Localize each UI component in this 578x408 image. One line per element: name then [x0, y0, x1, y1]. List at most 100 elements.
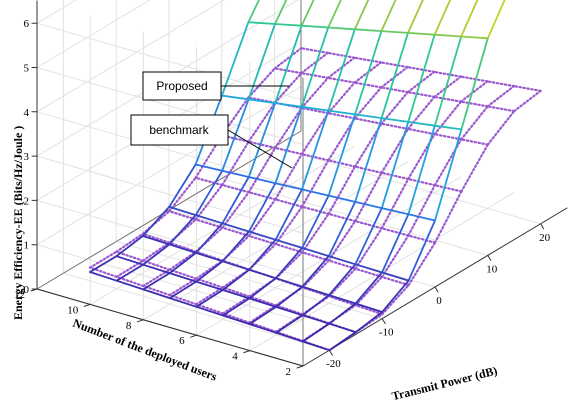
proposed-mesh-line	[381, 279, 410, 313]
proposed-mesh-line	[380, 32, 409, 119]
benchmark-mesh-line	[459, 75, 489, 83]
proposed-mesh-line	[89, 271, 118, 282]
proposed-mesh-line	[380, 30, 409, 34]
benchmark-mesh-line	[168, 210, 197, 221]
benchmark-mesh-line	[380, 90, 409, 125]
proposed-mesh-line	[221, 98, 250, 172]
benchmark-mesh-line	[406, 65, 436, 74]
proposed-mesh-line	[327, 200, 357, 258]
benchmark-mesh-line	[433, 95, 463, 103]
x-tick-mark	[487, 254, 492, 261]
benchmark-mesh-line	[274, 198, 304, 208]
proposed-mesh-line	[460, 35, 489, 40]
benchmark-mesh-line	[301, 251, 330, 262]
legend-proposed: Proposed	[142, 71, 290, 101]
proposed-mesh-line	[115, 235, 144, 258]
proposed-mesh-line	[354, 200, 383, 210]
benchmark-mesh-line	[194, 218, 224, 229]
benchmark-mesh-line	[407, 177, 436, 187]
proposed-mesh-line	[115, 279, 145, 291]
proposed-mesh-line	[248, 268, 277, 280]
benchmark-mesh-line	[274, 106, 303, 149]
benchmark-mesh-line	[459, 100, 489, 108]
benchmark-mesh-line	[168, 277, 198, 297]
proposed-mesh-line	[115, 255, 144, 266]
benchmark-mesh-line	[221, 183, 250, 194]
benchmark-mesh-line	[326, 51, 356, 59]
benchmark-mesh-line	[327, 112, 356, 120]
benchmark-mesh-line	[300, 153, 330, 162]
benchmark-mesh-line	[300, 71, 330, 80]
benchmark-mesh-line	[380, 227, 410, 237]
grid-line	[36, 199, 304, 278]
benchmark-mesh-line	[247, 198, 277, 237]
grid-line	[36, 22, 304, 101]
x-tick-label: 10	[486, 263, 498, 275]
benchmark-mesh-line	[168, 176, 197, 213]
proposed-mesh-line	[407, 219, 436, 282]
proposed-mesh-line	[248, 230, 277, 241]
proposed-mesh-line	[248, 323, 278, 334]
proposed-mesh-line	[221, 289, 251, 300]
proposed-mesh-line	[221, 21, 250, 97]
proposed-mesh-line	[168, 297, 198, 308]
benchmark-mesh-line	[433, 184, 463, 193]
proposed-mesh-line	[221, 169, 250, 178]
benchmark-mesh-line	[300, 159, 330, 208]
grid-line	[221, 177, 489, 256]
benchmark-mesh-line	[460, 143, 489, 193]
proposed-mesh-line	[354, 271, 383, 305]
proposed-mesh-line	[380, 121, 410, 210]
proposed-mesh-line	[274, 238, 304, 249]
proposed-mesh-line	[327, 109, 356, 116]
proposed-mesh-line	[301, 188, 330, 197]
benchmark-mesh-line	[168, 250, 198, 271]
x-tick-label: -20	[326, 358, 341, 370]
proposed-mesh-line	[142, 263, 171, 275]
proposed-mesh-line	[274, 277, 304, 288]
benchmark-mesh-line	[221, 286, 251, 298]
proposed-mesh-line	[407, 32, 436, 36]
proposed-mesh-line	[115, 263, 144, 282]
proposed-mesh-line	[274, 0, 288, 25]
benchmark-mesh-line	[300, 76, 330, 110]
grid-line	[36, 0, 151, 68]
benchmark-mesh-line	[273, 71, 303, 104]
benchmark-mesh-line	[247, 191, 277, 201]
proposed-mesh-line	[380, 0, 397, 33]
proposed-mesh-line	[354, 207, 383, 266]
proposed-mesh-line	[486, 0, 506, 40]
benchmark-mesh-line	[353, 165, 383, 174]
proposed-mesh-line	[168, 251, 197, 275]
proposed-mesh-line	[247, 23, 276, 101]
benchmark-mesh-line	[327, 212, 357, 223]
benchmark-mesh-line	[380, 86, 409, 94]
benchmark-mesh-line	[380, 177, 410, 230]
benchmark-mesh-line	[353, 86, 383, 120]
proposed-mesh-line	[327, 26, 356, 31]
benchmark-mesh-line	[300, 112, 330, 156]
proposed-mesh-line	[301, 340, 331, 352]
grid-line	[36, 155, 304, 234]
proposed-mesh-line	[301, 246, 330, 258]
x-tick-label: 0	[436, 295, 442, 307]
benchmark-mesh-line	[248, 304, 278, 324]
grid-line	[89, 145, 355, 305]
proposed-mesh-line	[328, 322, 357, 334]
benchmark-mesh-line	[354, 220, 383, 230]
legend-benchmark-leader	[227, 129, 293, 169]
benchmark-mesh-line	[168, 294, 198, 306]
proposed-mesh-line	[194, 163, 224, 172]
y-tick-mark	[136, 319, 144, 323]
benchmark-mesh-line	[353, 81, 383, 89]
benchmark-mesh-line	[220, 134, 250, 143]
proposed-mesh-line	[328, 263, 357, 297]
z-tick-label: 1	[24, 240, 30, 252]
y-tick-label: 12	[14, 289, 25, 301]
benchmark-mesh-line	[354, 304, 384, 316]
grid-line	[115, 241, 383, 320]
proposed-mesh-line	[353, 0, 370, 31]
proposed-mesh-line	[247, 176, 277, 185]
x-axis-title: Transmit Power (dB)	[390, 363, 498, 403]
